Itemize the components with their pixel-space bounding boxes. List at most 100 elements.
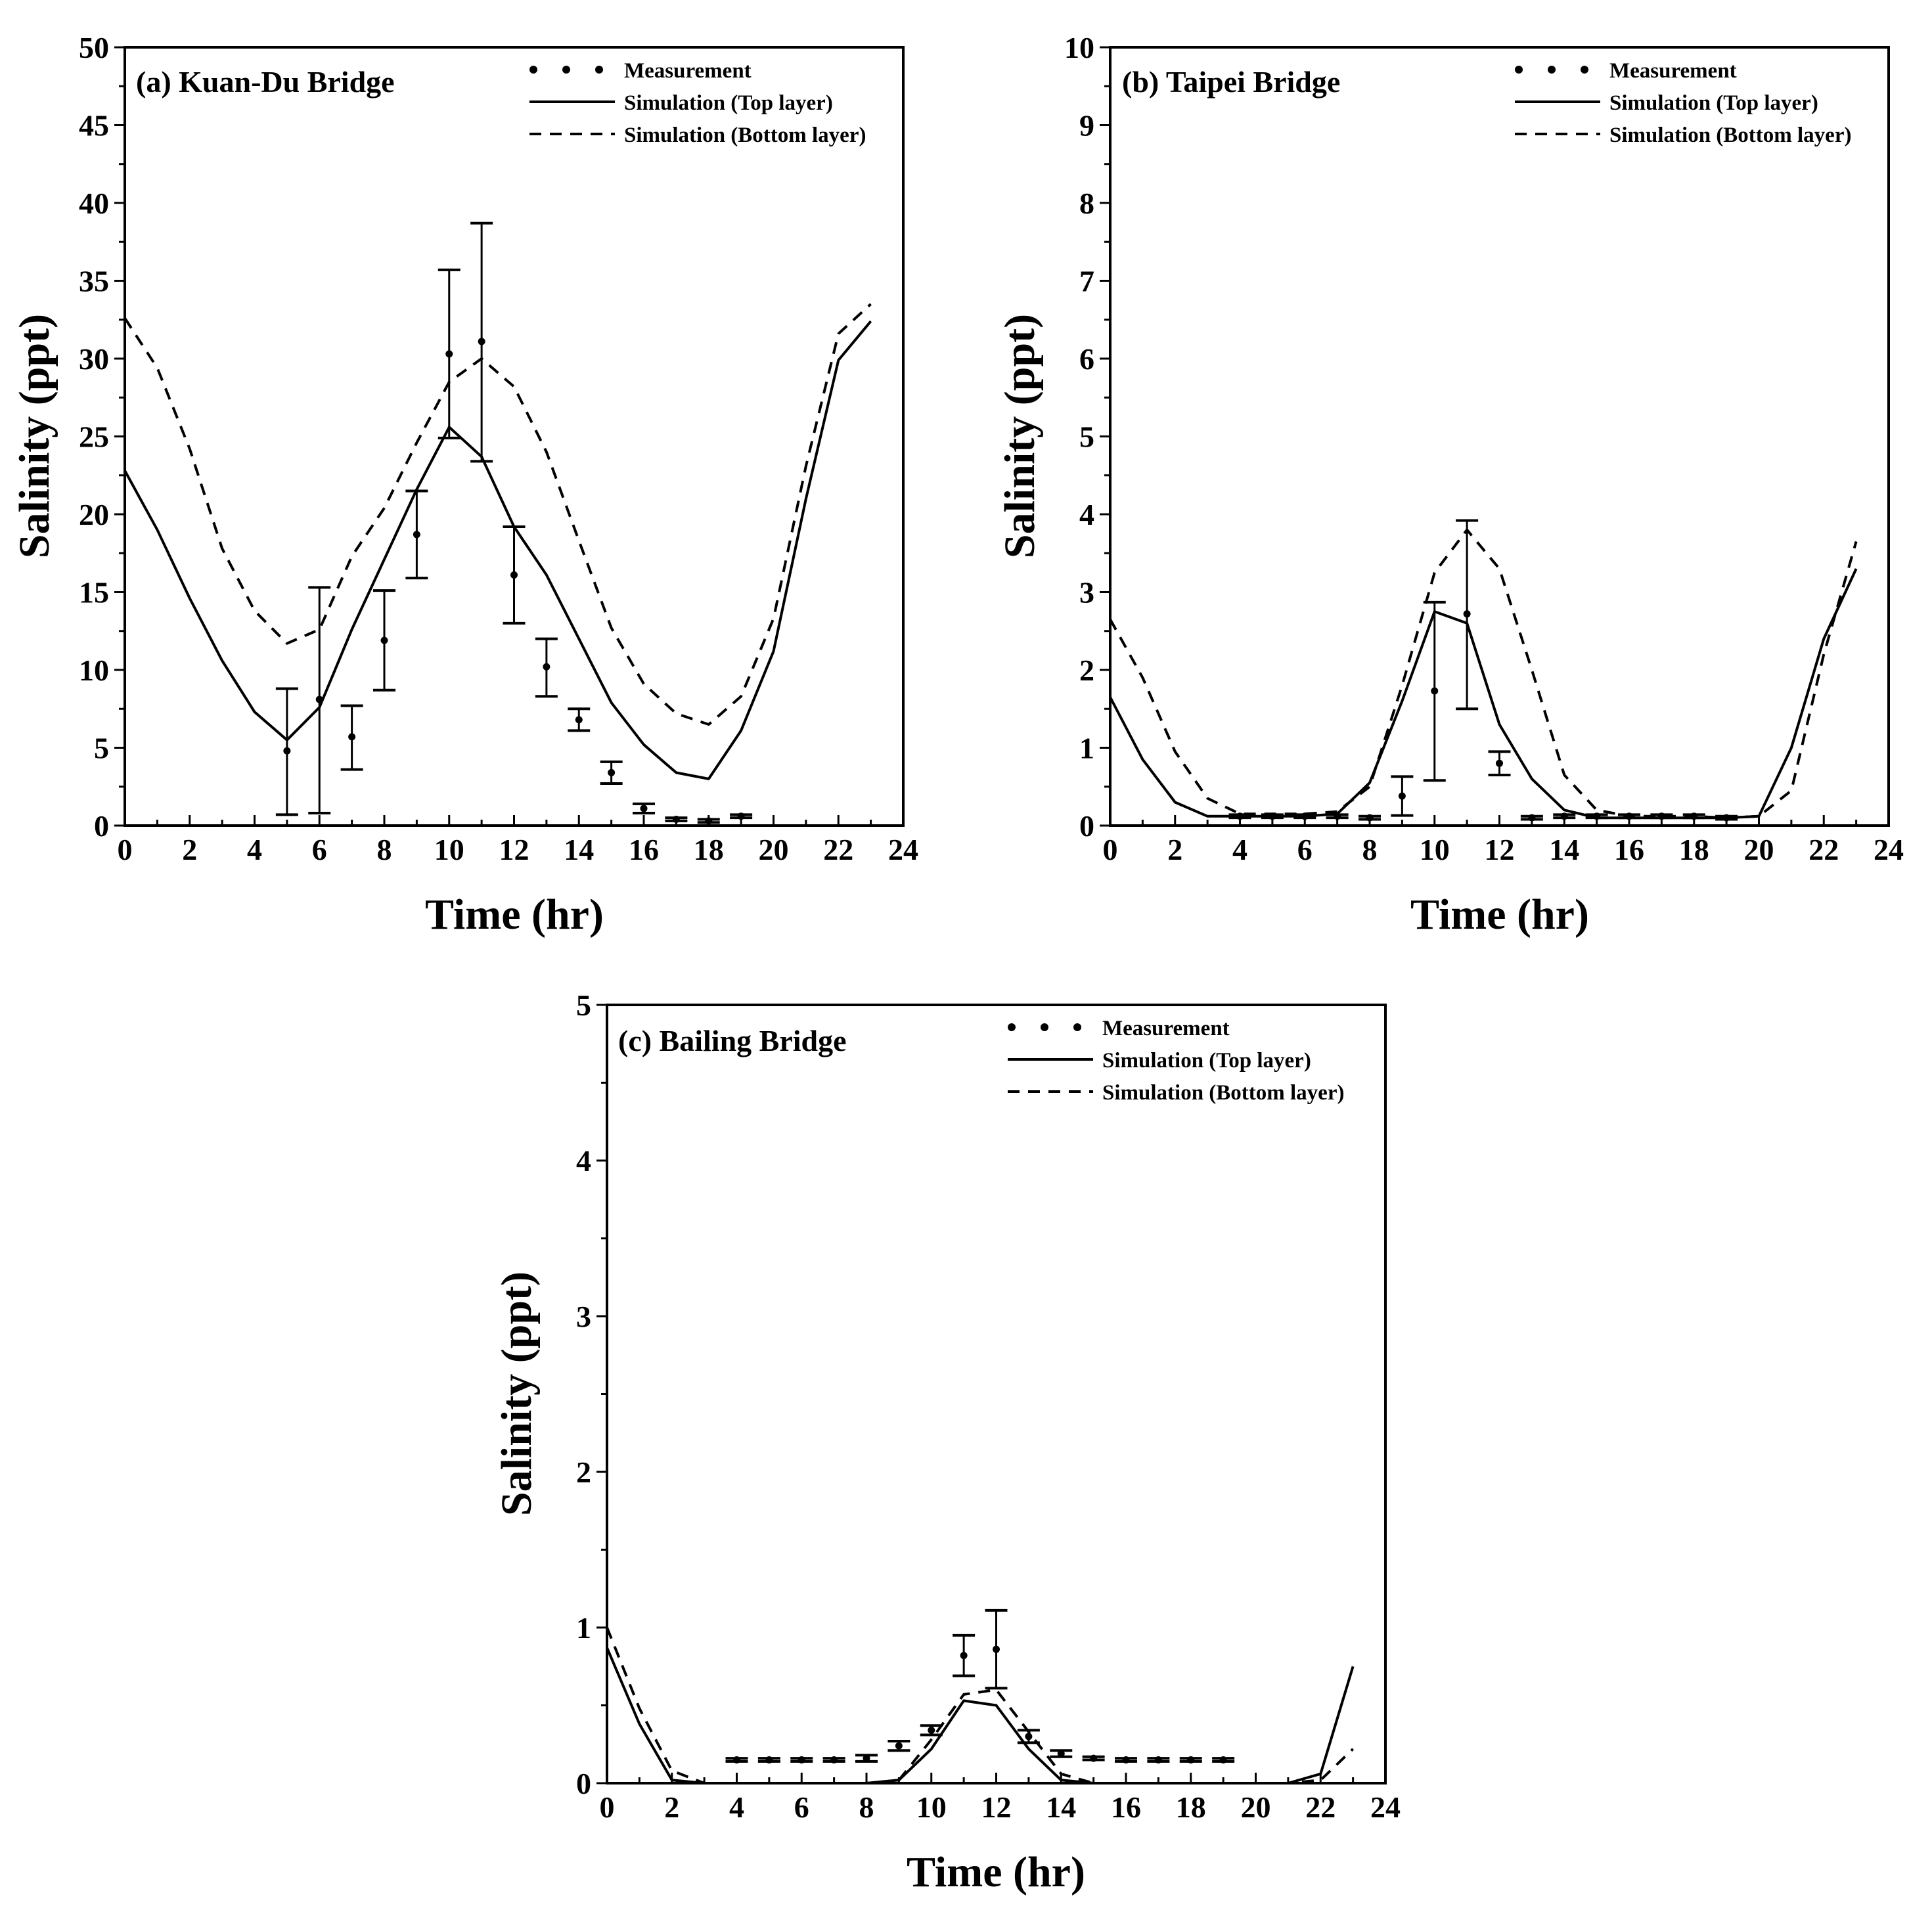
y-tick-label: 7 (1079, 265, 1094, 298)
x-axis-title: Time (hr) (907, 1848, 1085, 1896)
plot-frame (1109, 46, 1890, 827)
legend-label: Simulation (Top layer) (1609, 91, 1818, 115)
x-tick-label: 12 (499, 833, 529, 866)
y-tick-label: 0 (1079, 809, 1094, 843)
y-tick-label: 4 (576, 1144, 591, 1178)
y-axis-title: Salinity (ppt) (11, 314, 58, 558)
measurement-point (737, 812, 745, 820)
legend-entry-bottom-layer: Simulation (Bottom layer) (1515, 123, 1851, 147)
measurement-point (1154, 1756, 1162, 1763)
y-tick-label: 3 (1079, 576, 1094, 609)
x-tick-label: 24 (1370, 1790, 1401, 1824)
plot-content (606, 1608, 1355, 1784)
y-tick-label: 5 (576, 988, 591, 1022)
y-tick-label: 35 (79, 265, 109, 298)
x-axis-title: Time (hr) (1410, 891, 1589, 939)
measurement-point (478, 338, 485, 345)
measurement-point (510, 571, 518, 579)
x-tick-label: 8 (1362, 833, 1378, 866)
plot-content (1109, 519, 1858, 822)
legend-entry-top-layer: Simulation (Top layer) (1008, 1049, 1311, 1073)
measurement-point (830, 1756, 838, 1763)
measurement-point (1496, 759, 1503, 767)
legend-marker-dot (1515, 66, 1523, 74)
x-tick-label: 10 (434, 833, 464, 866)
measurement-point (1236, 812, 1244, 820)
y-tick-label: 5 (1079, 420, 1094, 454)
y-tick-label: 50 (79, 31, 109, 64)
ticks (596, 1004, 1387, 1784)
x-tick-label: 2 (1167, 833, 1182, 866)
y-tick-label: 10 (1064, 31, 1094, 64)
measurement-point (1187, 1756, 1195, 1763)
y-tick-label: 9 (1079, 109, 1094, 143)
panel-title: (a) Kuan-Du Bridge (136, 65, 395, 99)
measurement-point (640, 805, 648, 812)
x-tick-label: 6 (312, 833, 327, 866)
y-tick-label: 5 (94, 732, 109, 765)
measurement-point (608, 768, 616, 776)
legend-label: Measurement (1609, 59, 1737, 83)
x-tick-label: 22 (823, 833, 853, 866)
measurement-point (1025, 1733, 1033, 1740)
measurement-point (348, 733, 356, 741)
legend-label: Simulation (Bottom layer) (1609, 123, 1851, 147)
x-tick-label: 8 (859, 1790, 874, 1824)
legend-entry-bottom-layer: Simulation (Bottom layer) (1008, 1081, 1344, 1105)
measurement-point (283, 747, 291, 755)
legend-marker-dot (529, 66, 537, 74)
series-top-layer-line (606, 1647, 1355, 1784)
measurement-point (315, 696, 323, 703)
measurement-point (1528, 814, 1536, 822)
measurement-point (705, 817, 713, 825)
legend: Measurement Simulation (Top layer) Simul… (529, 59, 866, 147)
x-tick-label: 22 (1305, 1790, 1336, 1824)
measurement-point (1334, 812, 1341, 820)
x-tick-label: 14 (1046, 1790, 1076, 1824)
y-tick-label: 1 (1079, 732, 1094, 765)
x-tick-label: 0 (1103, 833, 1118, 866)
legend: Measurement Simulation (Top layer) Simul… (1515, 59, 1851, 147)
x-tick-label: 4 (729, 1790, 744, 1824)
tick-labels: 0 2 4 6 8 10 12 14 16 18 20 22 240510152025303540455… (79, 31, 918, 866)
x-tick-label: 16 (1614, 833, 1644, 866)
measurement-point (960, 1652, 968, 1660)
measurement-point (672, 816, 680, 824)
measurement-point (1057, 1750, 1065, 1758)
series-bottom-layer-line (606, 1627, 1354, 1784)
y-tick-label: 0 (94, 809, 109, 843)
legend-marker-dot (562, 66, 570, 74)
x-tick-label: 2 (664, 1790, 679, 1824)
series-bottom-layer-line (124, 303, 872, 726)
legend-entry-measurement: Measurement (1008, 1017, 1230, 1040)
legend-marker-dot (1008, 1023, 1016, 1031)
x-tick-label: 18 (694, 833, 724, 866)
panel-title: (b) Taipei Bridge (1122, 65, 1340, 99)
measurement-point (543, 663, 550, 671)
measurement-point (1690, 812, 1698, 820)
legend-label: Measurement (1102, 1017, 1230, 1040)
plot-frame (606, 1004, 1387, 1784)
measurement-point (895, 1742, 903, 1750)
plot-content (124, 221, 872, 825)
panel-taipei-bridge: (b) Taipei Bridge 0 2 4 6 8 10 12 14 16 18 20 22 240… (996, 31, 1904, 939)
y-tick-label: 3 (576, 1300, 591, 1333)
y-tick-label: 40 (79, 187, 109, 220)
x-tick-label: 6 (1297, 833, 1313, 866)
measurement-point (1463, 610, 1471, 618)
x-tick-label: 20 (1744, 833, 1774, 866)
x-tick-label: 16 (1111, 1790, 1141, 1824)
legend-label: Simulation (Bottom layer) (1102, 1081, 1344, 1105)
x-tick-label: 10 (916, 1790, 947, 1824)
legend: Measurement Simulation (Top layer) Simul… (1008, 1017, 1344, 1105)
y-axis-title: Salinity (ppt) (996, 314, 1044, 558)
x-tick-label: 20 (759, 833, 789, 866)
y-tick-label: 2 (1079, 654, 1094, 687)
series-bottom-layer-line (1109, 528, 1858, 820)
x-tick-label: 22 (1808, 833, 1839, 866)
legend-label: Simulation (Bottom layer) (624, 123, 866, 147)
x-tick-label: 24 (888, 833, 918, 866)
measurement-point (798, 1756, 805, 1763)
